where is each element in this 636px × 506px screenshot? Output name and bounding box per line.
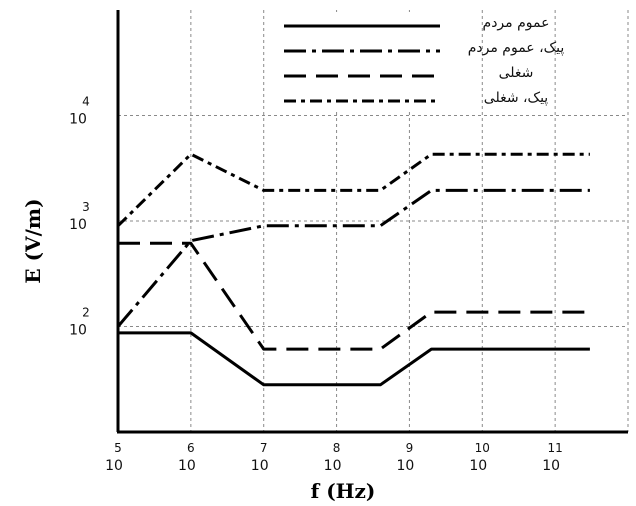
x-axis-title: f (Hz): [311, 479, 376, 503]
x-tick-base-1: 10: [178, 458, 196, 474]
series-lines: [116, 152, 590, 387]
x-tick-exponent-2: 7: [260, 441, 268, 455]
y-tick-exponent-2: 4: [82, 95, 90, 109]
legend-label-2: شغلی: [499, 65, 534, 81]
y-tick-exponent-1: 3: [82, 200, 90, 214]
y-axis-title: E (V/m): [21, 198, 45, 283]
x-tick-exponent-6: 11: [548, 441, 563, 455]
x-tick-exponent-3: 8: [333, 441, 341, 455]
series-line-1: [116, 188, 590, 328]
legend-label-1: پیک، عموم مردم: [468, 40, 565, 56]
axes: [116, 10, 628, 434]
legend-item-0: عموم مردم: [284, 15, 549, 31]
x-tick-base-5: 10: [469, 458, 487, 474]
x-tick-base-0: 10: [105, 458, 123, 474]
x-tick-label-2: 710: [251, 441, 269, 474]
x-tick-base-6: 10: [542, 458, 560, 474]
x-tick-base-2: 10: [251, 458, 269, 474]
x-tick-label-0: 510: [105, 441, 123, 474]
x-tick-exponent-1: 6: [187, 441, 195, 455]
x-tick-label-1: 610: [178, 441, 196, 474]
legend-item-3: پیک، شغلی: [284, 90, 548, 106]
legend-item-1: پیک، عموم مردم: [284, 40, 564, 56]
x-tick-exponent-0: 5: [114, 441, 122, 455]
y-tick-label-1: 310: [69, 200, 90, 233]
legend-label-3: پیک، شغلی: [484, 90, 549, 106]
series-line-0: [118, 331, 590, 387]
grid: [117, 10, 629, 432]
y-tick-base-0: 10: [69, 323, 87, 339]
x-tick-exponent-4: 9: [406, 441, 414, 455]
x-tick-label-3: 810: [324, 441, 342, 474]
legend-item-2: شغلی: [284, 65, 533, 81]
y-tick-base-2: 10: [69, 112, 87, 128]
x-tick-exponent-5: 10: [475, 441, 490, 455]
legend-label-0: عموم مردم: [483, 15, 550, 31]
x-tick-base-3: 10: [324, 458, 342, 474]
y-tick-base-1: 10: [69, 217, 87, 233]
legend-background: [278, 12, 474, 110]
y-tick-label-2: 410: [69, 95, 90, 128]
legend: عموم مردم پیک، عموم مردم شغلی پیک، شغلی: [278, 12, 564, 110]
y-tick-exponent-0: 2: [82, 306, 90, 320]
series-line-2: [118, 241, 590, 351]
x-tick-label-4: 910: [397, 441, 415, 474]
series-line-3: [116, 152, 590, 227]
y-tick-label-0: 210: [69, 306, 90, 339]
x-tick-base-4: 10: [397, 458, 415, 474]
